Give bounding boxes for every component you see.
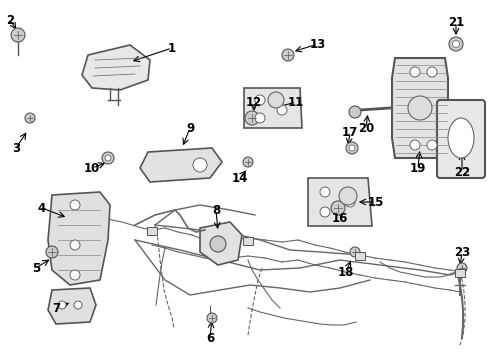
Circle shape	[268, 92, 284, 108]
Circle shape	[457, 263, 467, 273]
Text: 10: 10	[84, 162, 100, 175]
Circle shape	[245, 111, 259, 125]
Circle shape	[70, 240, 80, 250]
Text: 12: 12	[246, 95, 262, 108]
Text: 17: 17	[342, 126, 358, 139]
Circle shape	[349, 106, 361, 118]
Text: 19: 19	[410, 162, 426, 175]
Circle shape	[210, 236, 226, 252]
FancyBboxPatch shape	[437, 100, 485, 178]
FancyBboxPatch shape	[355, 252, 365, 260]
Polygon shape	[308, 178, 372, 226]
Text: 18: 18	[338, 266, 354, 279]
Circle shape	[427, 67, 437, 77]
Circle shape	[339, 187, 357, 205]
Circle shape	[102, 152, 114, 164]
Text: 22: 22	[454, 166, 470, 179]
Text: 11: 11	[288, 95, 304, 108]
Text: 6: 6	[206, 332, 214, 345]
Circle shape	[74, 301, 82, 309]
Text: 23: 23	[454, 246, 470, 258]
Circle shape	[350, 247, 360, 257]
Circle shape	[452, 40, 460, 48]
Circle shape	[243, 157, 253, 167]
Circle shape	[427, 140, 437, 150]
Circle shape	[345, 197, 355, 207]
Text: 5: 5	[32, 261, 40, 275]
Text: 1: 1	[168, 41, 176, 54]
Circle shape	[331, 201, 345, 215]
Text: 15: 15	[368, 195, 384, 208]
Ellipse shape	[448, 118, 474, 158]
Polygon shape	[140, 148, 222, 182]
Polygon shape	[200, 222, 242, 265]
Circle shape	[408, 96, 432, 120]
Text: 8: 8	[212, 203, 220, 216]
Text: 13: 13	[310, 37, 326, 50]
Text: 14: 14	[232, 171, 248, 185]
Circle shape	[449, 37, 463, 51]
Text: 4: 4	[38, 202, 46, 215]
Circle shape	[255, 95, 265, 105]
Polygon shape	[82, 45, 150, 90]
Circle shape	[46, 246, 58, 258]
Polygon shape	[392, 58, 448, 158]
Circle shape	[207, 313, 217, 323]
Circle shape	[11, 28, 25, 42]
Circle shape	[320, 187, 330, 197]
Text: 7: 7	[52, 302, 60, 315]
Circle shape	[346, 142, 358, 154]
Circle shape	[70, 270, 80, 280]
Circle shape	[410, 140, 420, 150]
Polygon shape	[48, 192, 110, 285]
Circle shape	[25, 113, 35, 123]
Circle shape	[349, 145, 355, 151]
FancyBboxPatch shape	[455, 269, 465, 277]
Text: 20: 20	[358, 122, 374, 135]
Circle shape	[105, 155, 111, 161]
Polygon shape	[48, 288, 96, 324]
Text: 2: 2	[6, 14, 14, 27]
Circle shape	[410, 67, 420, 77]
Circle shape	[70, 200, 80, 210]
Circle shape	[193, 158, 207, 172]
Text: 21: 21	[448, 15, 464, 28]
Text: 3: 3	[12, 141, 20, 154]
Circle shape	[282, 49, 294, 61]
Circle shape	[58, 301, 66, 309]
Text: 16: 16	[332, 212, 348, 225]
FancyBboxPatch shape	[147, 227, 157, 235]
Circle shape	[277, 105, 287, 115]
Circle shape	[255, 113, 265, 123]
Circle shape	[320, 207, 330, 217]
Polygon shape	[244, 88, 302, 128]
Text: 9: 9	[186, 122, 194, 135]
FancyBboxPatch shape	[243, 237, 253, 245]
